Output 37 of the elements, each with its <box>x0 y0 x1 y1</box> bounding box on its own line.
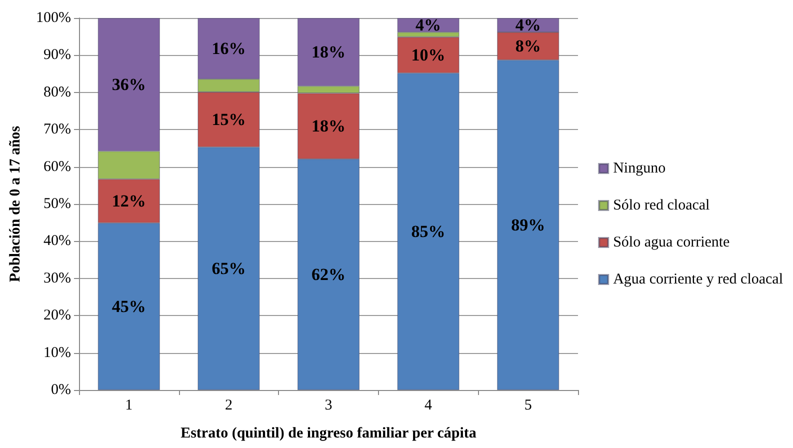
y-tick-label: 90% <box>44 47 71 64</box>
data-label: 89% <box>511 216 546 235</box>
y-tick-label: 100% <box>36 10 71 26</box>
data-label: 62% <box>312 264 346 284</box>
data-label: 4% <box>416 16 442 35</box>
y-tick-label: 50% <box>44 196 71 212</box>
x-tick-label: 2 <box>224 398 232 414</box>
data-label: 8% <box>515 36 541 56</box>
data-label: 65% <box>212 259 246 278</box>
y-tick-label: 10% <box>44 344 71 361</box>
data-label: 18% <box>312 42 346 62</box>
x-tick-label: 1 <box>125 398 133 414</box>
data-label: 45% <box>112 296 146 316</box>
data-label: 12% <box>112 192 146 211</box>
y-tick-label: 0% <box>51 382 71 398</box>
data-label: 36% <box>112 75 146 94</box>
data-label: 16% <box>212 39 246 58</box>
y-tick-label: 70% <box>44 122 71 138</box>
y-tick-label: 40% <box>44 233 71 250</box>
data-label: 15% <box>212 110 246 130</box>
y-tick-label: 30% <box>44 270 71 286</box>
x-tick-label: 4 <box>424 398 433 414</box>
x-tick-label: 5 <box>524 398 532 414</box>
legend-label: Sólo agua corriente <box>613 234 730 250</box>
data-label: 85% <box>411 222 446 242</box>
legend-label: Sólo red cloacal <box>613 198 710 214</box>
y-tick-label: 60% <box>44 158 71 175</box>
y-tick-label: 80% <box>44 84 71 100</box>
data-label: 4% <box>515 16 541 35</box>
data-label: 10% <box>411 46 446 65</box>
legend-label: Agua corriente y red cloacal <box>613 272 784 288</box>
legend-label: Ninguno <box>613 160 666 176</box>
y-tick-label: 20% <box>44 308 71 324</box>
x-axis-title: Estrato (quintil) de ingreso familiar per cápita <box>180 426 477 442</box>
y-axis-title: Población de 0 a 17 años <box>8 126 24 282</box>
x-tick-label: 3 <box>324 398 332 414</box>
data-label: 18% <box>312 116 346 136</box>
